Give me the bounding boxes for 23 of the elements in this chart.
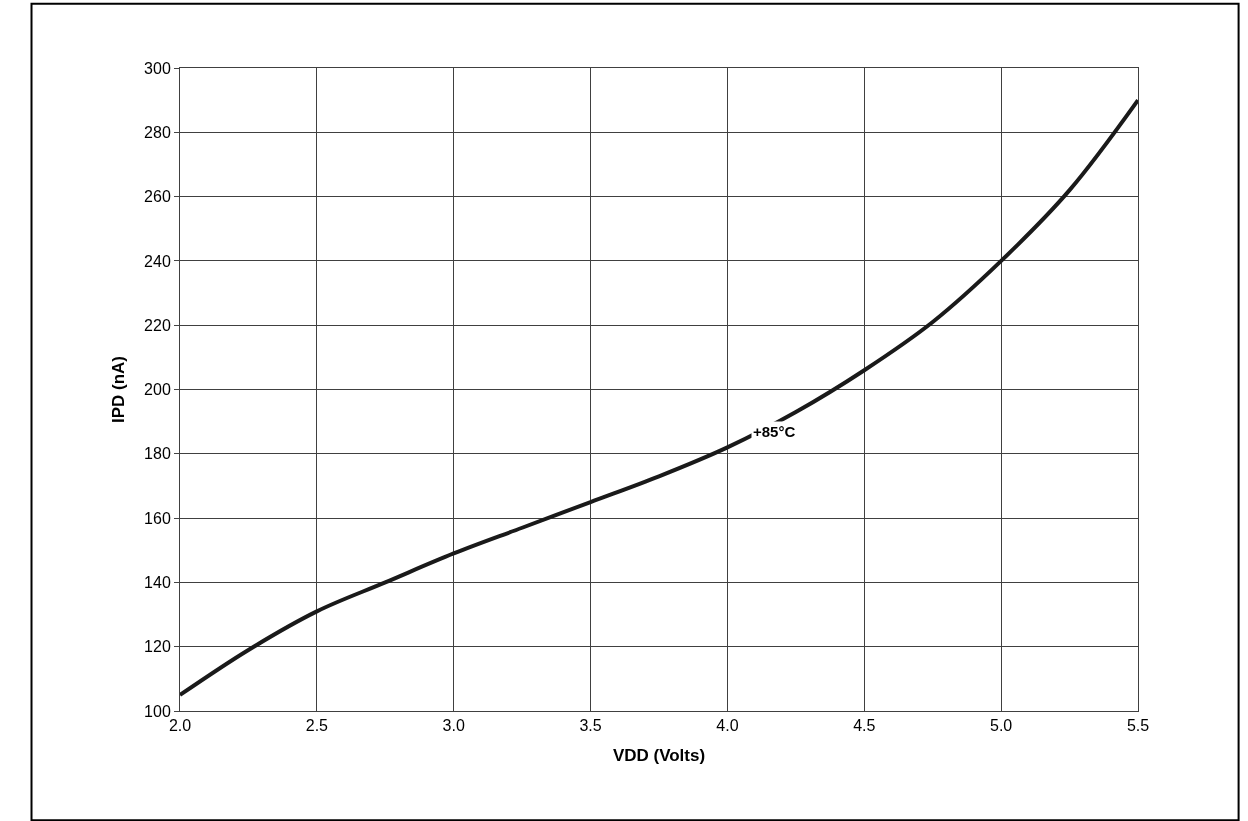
annotation: +85°C	[753, 423, 796, 440]
line-series	[180, 98, 1138, 697]
y-axis-title: IPD (nA)	[108, 355, 128, 424]
y-tick-label: 100	[144, 702, 171, 720]
x-tick-label: 4.5	[853, 717, 876, 735]
y-tick-label: 280	[144, 123, 171, 141]
y-tick-label: 300	[144, 59, 171, 77]
x-tick-label: 5.5	[1126, 717, 1150, 735]
x-tick-label: 5.0	[990, 717, 1013, 735]
y-tick-label: 120	[144, 638, 171, 656]
y-tick-label: 240	[144, 252, 171, 270]
y-tick-label: 220	[144, 316, 171, 334]
x-axis-title: VDD (Volts)	[612, 745, 706, 765]
y-tick-label: 260	[144, 188, 171, 206]
y-tick-label: 160	[144, 509, 171, 527]
x-tick-label: 3.0	[442, 717, 465, 735]
x-tick-label: 2.5	[305, 717, 329, 735]
y-tick-label: 180	[144, 445, 171, 463]
y-tick-label: 140	[144, 574, 171, 591]
x-tick-label: 2.0	[168, 717, 192, 735]
x-tick-label: 4.0	[716, 717, 739, 735]
x-tick-label: 3.5	[579, 717, 602, 735]
y-tick-label: 200	[144, 381, 171, 399]
